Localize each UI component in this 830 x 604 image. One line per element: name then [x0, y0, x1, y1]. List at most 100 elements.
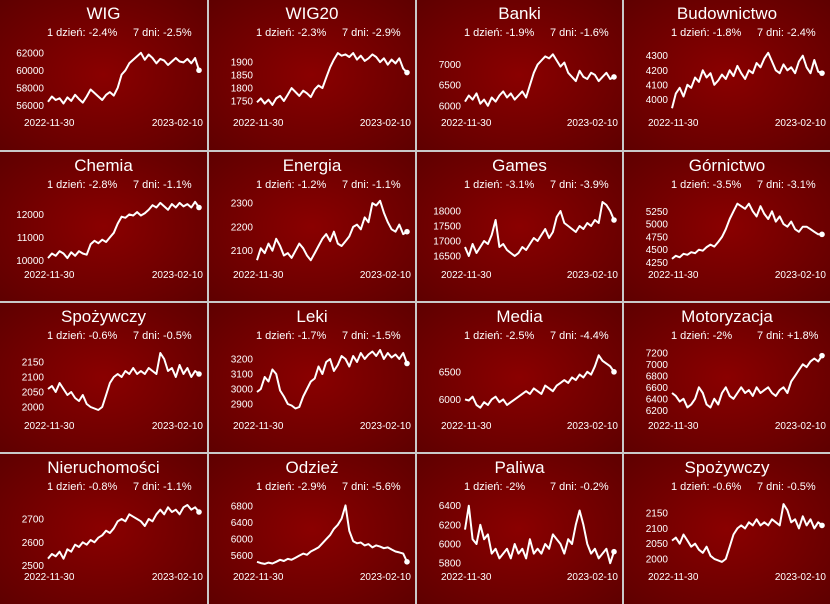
stat-7-days: 7 dni: -1.6% [550, 27, 609, 39]
stat-1-day: 1 dzień: -2.5% [464, 330, 535, 342]
y-tick-label: 1850 [231, 71, 254, 82]
stat-1-day: 1 dzień: -3.1% [464, 179, 535, 191]
panel-background [209, 0, 415, 150]
y-tick-label: 6400 [646, 394, 669, 405]
x-start-date: 2022-11-30 [24, 270, 75, 281]
x-end-date: 2023-02-10 [566, 118, 618, 129]
x-end-date: 2023-02-10 [359, 270, 411, 281]
y-tick-label: 16500 [433, 252, 461, 263]
panel-background [417, 454, 622, 604]
y-tick-label: 2000 [646, 554, 669, 565]
chart-title: Górnictwo [688, 156, 766, 175]
y-tick-label: 10000 [16, 256, 44, 267]
chart-panel: 2000 2050 2100 2150 Spożywczy 1 dzień: -0.6% 7… [624, 454, 830, 604]
y-tick-label: 2150 [22, 358, 45, 369]
y-tick-label: 12000 [16, 210, 44, 221]
chart-title: Odzież [285, 458, 339, 477]
last-point-marker [611, 369, 617, 375]
last-point-marker [404, 559, 410, 565]
stat-7-days: 7 dni: -5.6% [342, 481, 401, 493]
stat-1-day: 1 dzień: -1.8% [671, 27, 742, 39]
stat-7-days: 7 dni: -2.5% [133, 27, 192, 39]
x-end-date: 2023-02-10 [566, 270, 618, 281]
y-tick-label: 1900 [231, 58, 254, 69]
y-tick-label: 1800 [231, 84, 254, 95]
last-point-marker [611, 74, 617, 80]
panel-background [0, 454, 207, 604]
chart-title: Nieruchomości [47, 458, 160, 477]
y-tick-label: 4100 [646, 80, 669, 91]
chart-svg: 2100 2200 2300 [209, 152, 415, 301]
series-line [671, 51, 823, 109]
stat-1-day: 1 dzień: -0.6% [671, 481, 742, 493]
last-point-marker [404, 360, 410, 367]
y-tick-label: 2050 [22, 388, 45, 399]
stat-7-days: 7 dni: -3.9% [550, 179, 609, 191]
x-end-date: 2023-02-10 [359, 118, 411, 129]
chart-title: Leki [296, 307, 328, 326]
y-tick-label: 4200 [646, 66, 669, 77]
y-tick-label: 3100 [231, 370, 254, 381]
y-tick-label: 2100 [22, 373, 45, 384]
stat-7-days: 7 dni: -2.9% [342, 27, 401, 39]
panel-background [417, 0, 622, 150]
x-start-date: 2022-11-30 [233, 421, 284, 432]
y-tick-label: 6200 [439, 520, 462, 531]
x-start-date: 2022-11-30 [233, 270, 284, 281]
chart-title: Budownictwo [676, 4, 778, 23]
x-start-date: 2022-11-30 [233, 572, 284, 583]
y-tick-label: 2050 [646, 539, 669, 550]
x-end-date: 2023-02-10 [774, 118, 826, 129]
stat-1-day: 1 dzień: -3.5% [671, 179, 742, 191]
y-tick-label: 2200 [231, 222, 254, 233]
x-start-date: 2022-11-30 [441, 421, 492, 432]
y-tick-label: 11000 [17, 233, 45, 244]
chart-title: Spożywczy [684, 458, 770, 477]
chart-panel: 10000 11000 12000 Chemia 1 dzień: -2.8% 7 dni… [0, 152, 207, 301]
stat-1-day: 1 dzień: -2% [464, 481, 526, 493]
stat-7-days: 7 dni: -1.1% [133, 179, 192, 191]
panel-background [624, 303, 830, 452]
x-start-date: 2022-11-30 [648, 572, 699, 583]
stat-7-days: 7 dni: -4.4% [550, 330, 609, 342]
chart-panel: 5800 6000 6200 6400 Paliwa 1 dzień: -2% 7 dni:… [417, 454, 622, 604]
x-end-date: 2023-02-10 [151, 572, 203, 583]
last-point-marker [196, 204, 202, 211]
panel-background [624, 454, 830, 604]
series-line [47, 352, 200, 411]
y-tick-label: 5250 [646, 207, 669, 218]
x-start-date: 2022-11-30 [24, 118, 75, 129]
chart-svg: 2900 3000 3100 3200 [209, 303, 415, 452]
chart-panel: 16500 17000 17500 18000 Games 1 dzień: -3.1% 7… [417, 152, 622, 301]
chart-svg: 4000 4100 4200 4300 [624, 0, 830, 150]
x-end-date: 2023-02-10 [151, 421, 203, 432]
stat-7-days: 7 dni: -1.5% [342, 330, 401, 342]
y-tick-label: 56000 [16, 101, 44, 112]
y-tick-label: 4300 [646, 51, 669, 62]
chart-svg: 5800 6000 6200 6400 [417, 454, 622, 604]
x-start-date: 2022-11-30 [233, 118, 284, 129]
y-tick-label: 60000 [16, 66, 44, 77]
y-tick-label: 6200 [646, 406, 669, 417]
stat-1-day: 1 dzień: -2.8% [47, 179, 118, 191]
series-line [256, 52, 408, 106]
stat-7-days: 7 dni: -3.1% [757, 179, 816, 191]
x-end-date: 2023-02-10 [566, 572, 618, 583]
panel-background [0, 152, 207, 301]
y-tick-label: 2500 [22, 561, 45, 572]
y-tick-label: 3000 [231, 385, 254, 396]
x-start-date: 2022-11-30 [648, 118, 699, 129]
stat-1-day: 1 dzień: -1.7% [256, 330, 327, 342]
series-line [671, 503, 823, 563]
y-tick-label: 4250 [646, 258, 669, 269]
stat-1-day: 1 dzień: -2.4% [47, 27, 118, 39]
y-tick-label: 17500 [433, 222, 461, 233]
chart-title: WIG [86, 4, 121, 23]
chart-panel: 6000 6500 7000 Banki 1 dzień: -1.9% 7 dni: -1… [417, 0, 622, 150]
chart-title: Banki [498, 4, 541, 23]
x-start-date: 2022-11-30 [441, 572, 492, 583]
y-tick-label: 6000 [439, 101, 462, 112]
series-line [464, 53, 615, 107]
chart-svg: 6000 6500 [417, 303, 622, 452]
chart-svg: 2500 2600 2700 [0, 454, 207, 604]
